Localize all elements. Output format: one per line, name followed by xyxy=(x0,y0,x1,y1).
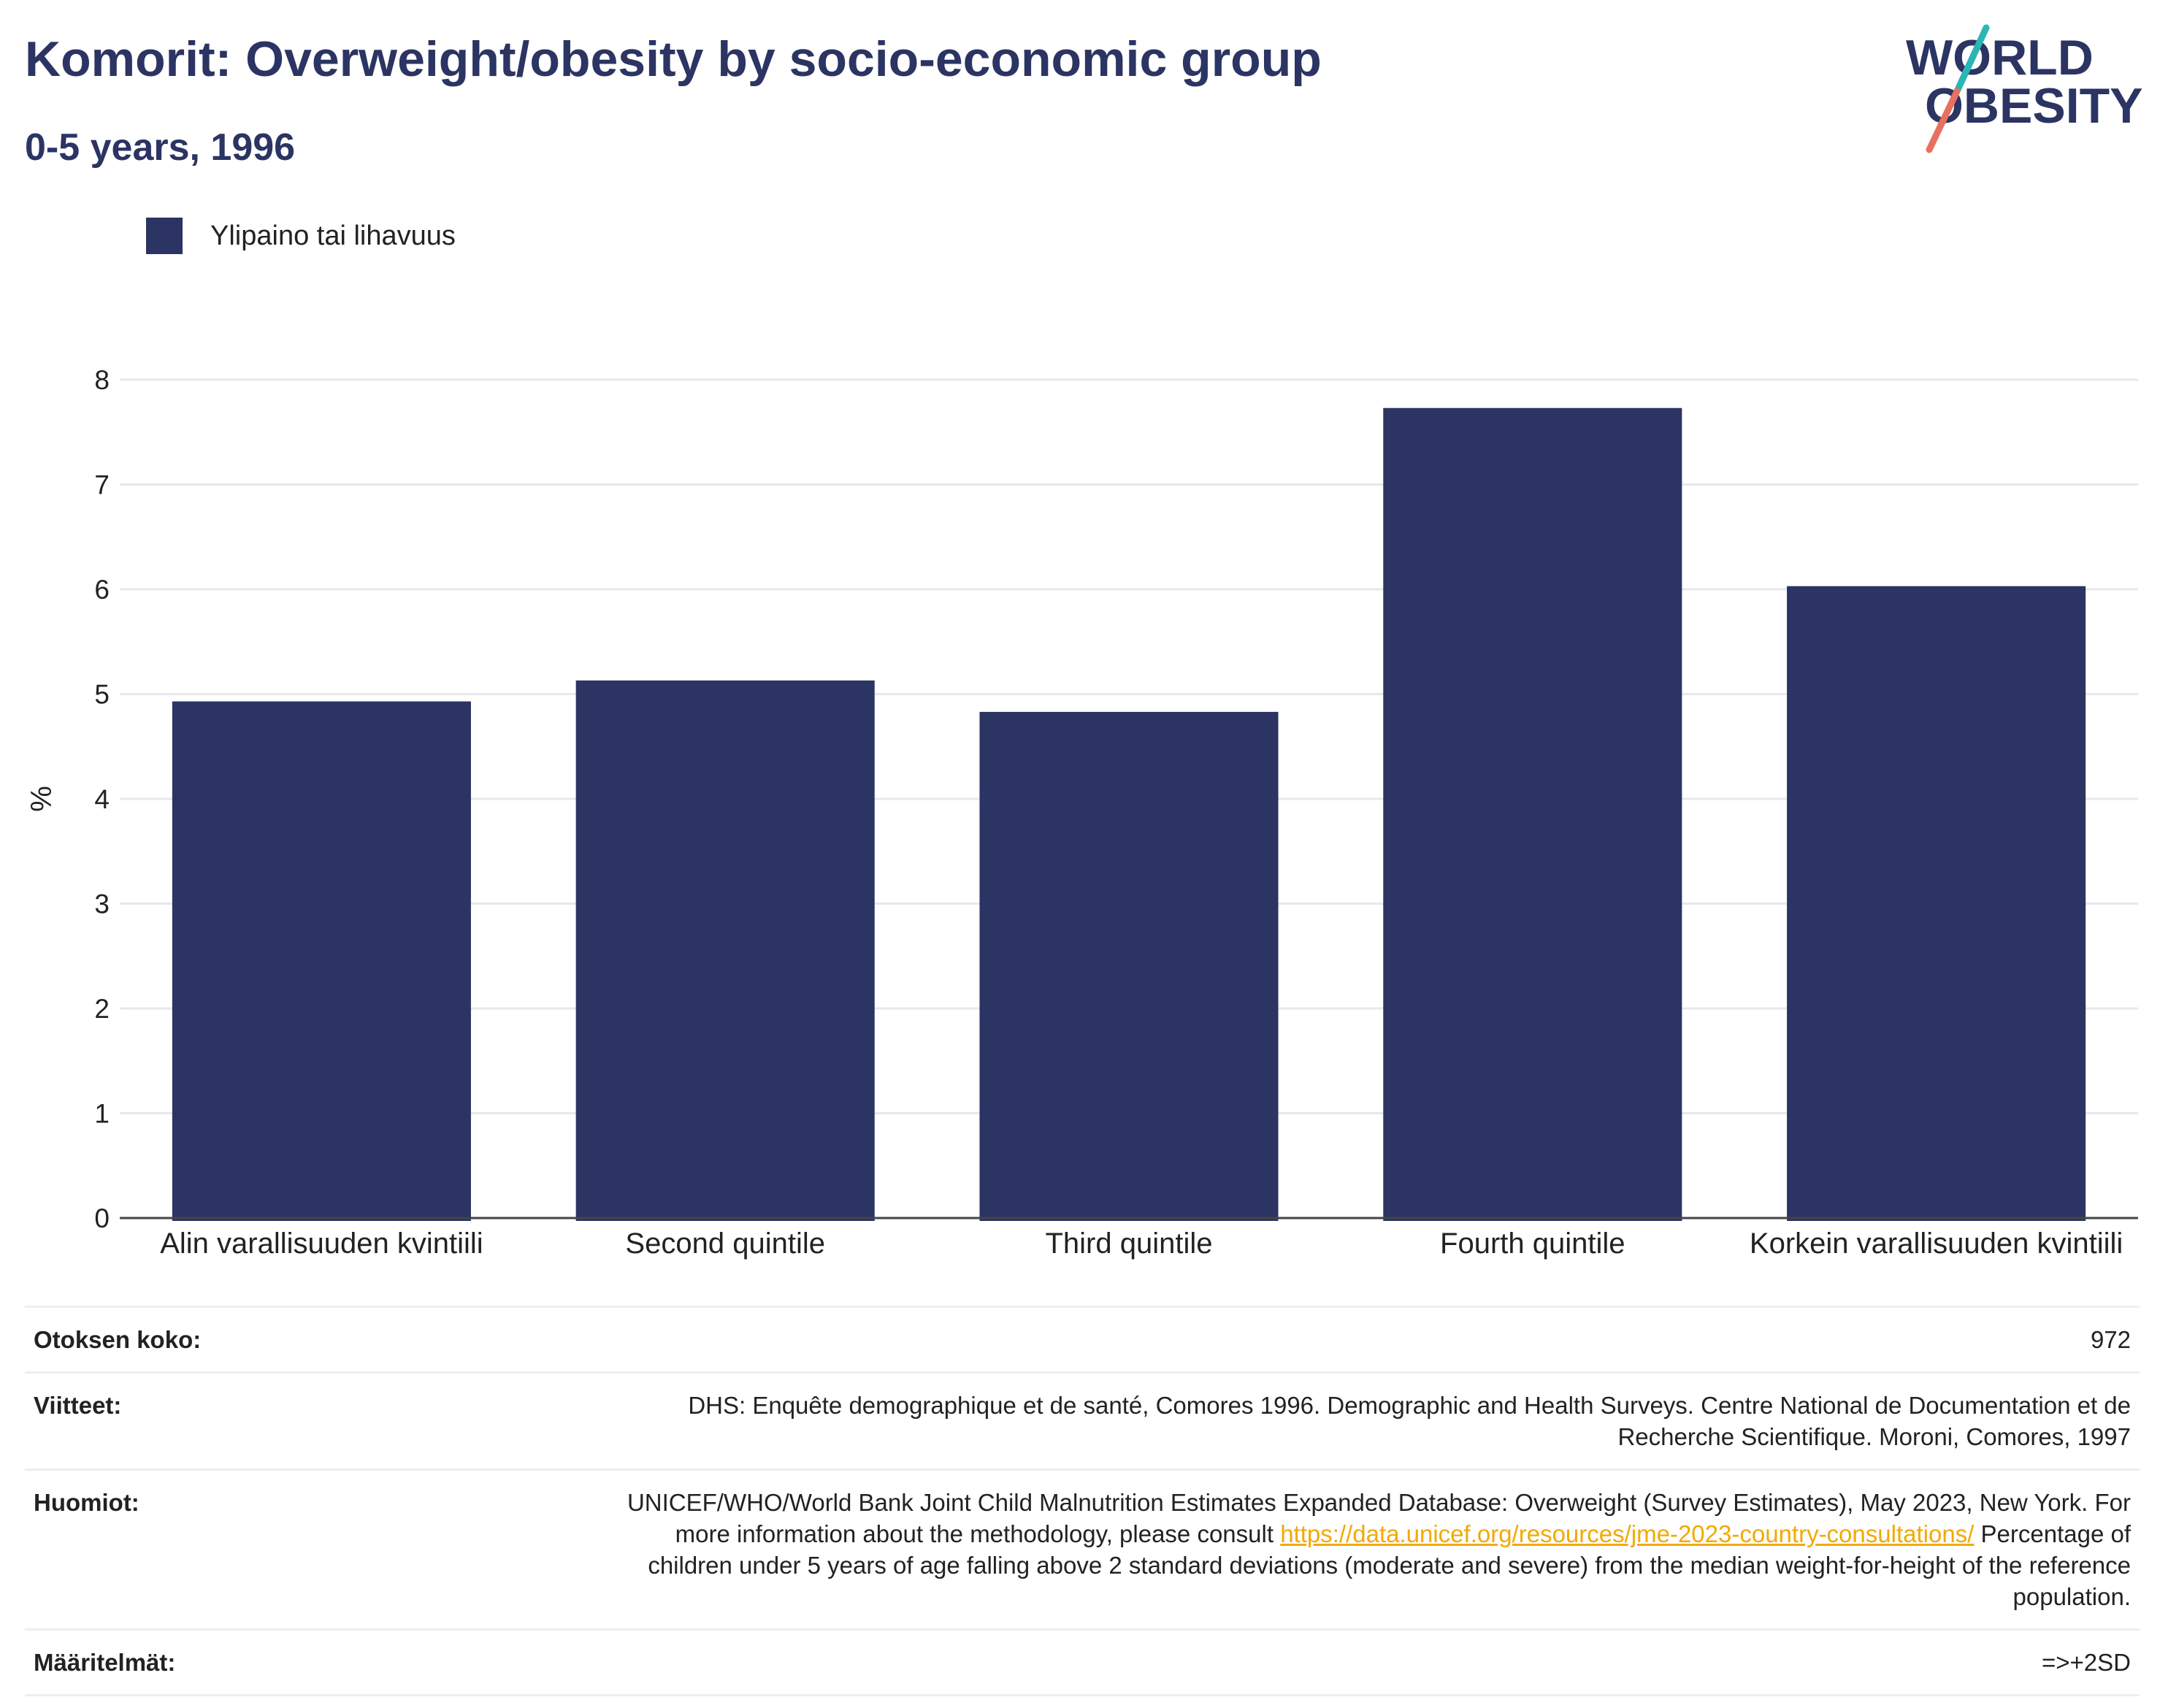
methodology-link[interactable]: https://data.unicef.org/resources/jme-20… xyxy=(1280,1520,1975,1547)
notes-text-1: UNICEF/WHO/World Bank Joint Child Malnut… xyxy=(627,1489,2131,1547)
y-axis-label: % xyxy=(26,786,58,812)
y-tick-label: 8 xyxy=(94,365,110,395)
legend[interactable]: Ylipaino tai lihavuus xyxy=(146,218,456,254)
info-row-references: Viitteet: DHS: Enquête demographique et … xyxy=(25,1371,2140,1468)
x-tick-label: Fourth quintile xyxy=(1440,1228,1625,1260)
info-table: Otoksen koko: 972 Viitteet: DHS: Enquête… xyxy=(25,1306,2140,1696)
x-tick-label: Alin varallisuuden kvintiili xyxy=(160,1228,483,1260)
bar[interactable] xyxy=(172,701,471,1221)
logo-slash-teal xyxy=(1953,24,1990,95)
sample-size-value: 972 xyxy=(2090,1326,2131,1353)
info-row-notes: Huomiot: UNICEF/WHO/World Bank Joint Chi… xyxy=(25,1468,2140,1628)
x-tick-label: Third quintile xyxy=(1045,1228,1212,1260)
bar[interactable] xyxy=(575,680,875,1221)
y-tick-label: 3 xyxy=(94,889,110,919)
logo-text-world: WORLD xyxy=(1906,30,2094,85)
info-row-definitions: Määritelmät: =>+2SD xyxy=(25,1628,2140,1696)
references-value: DHS: Enquête demographique et de santé, … xyxy=(688,1392,2131,1450)
info-row-sample-size: Otoksen koko: 972 xyxy=(25,1306,2140,1371)
logo-slash-coral xyxy=(1926,88,1961,153)
axis-labels: 0 1 2 3 4 5 6 7 8% Alin varallisuuden kvintiili Se… xyxy=(26,365,2123,1260)
y-tick-label: 7 xyxy=(94,470,110,500)
bar[interactable] xyxy=(1787,586,2086,1221)
y-tick-label: 1 xyxy=(94,1099,110,1129)
notes-value: UNICEF/WHO/World Bank Joint Child Malnut… xyxy=(597,1487,2131,1612)
legend-label: Ylipaino tai lihavuus xyxy=(210,220,456,251)
x-tick-label: Second quintile xyxy=(625,1228,825,1260)
sample-size-label: Otoksen koko: xyxy=(34,1326,202,1353)
y-tick-label: 0 xyxy=(94,1203,110,1233)
definitions-value: =>+2SD xyxy=(2041,1649,2131,1676)
y-tick-label: 2 xyxy=(94,994,110,1024)
y-tick-label: 4 xyxy=(94,784,110,814)
world-obesity-logo: WORLD OBESITY xyxy=(1906,24,2143,153)
legend-swatch xyxy=(146,218,183,254)
definitions-label: Määritelmät: xyxy=(34,1649,176,1676)
chart-subtitle: 0-5 years, 1996 xyxy=(25,126,296,169)
chart-title: Komorit: Overweight/obesity by socio-eco… xyxy=(25,31,1322,87)
references-label: Viitteet: xyxy=(34,1392,122,1419)
bar-chart: 0 1 2 3 4 5 6 7 8% Alin varallisuuden kvintiili Se… xyxy=(26,365,2138,1260)
x-tick-label: Korkein varallisuuden kvintiili xyxy=(1750,1228,2123,1260)
bar[interactable] xyxy=(979,711,1279,1221)
notes-label: Huomiot: xyxy=(34,1489,139,1516)
notes-text-2: Percentage of children under 5 years of … xyxy=(648,1520,2131,1610)
y-tick-label: 5 xyxy=(94,680,110,710)
y-tick-label: 6 xyxy=(94,575,110,605)
bars xyxy=(172,407,2086,1221)
bar[interactable] xyxy=(1383,407,1682,1221)
